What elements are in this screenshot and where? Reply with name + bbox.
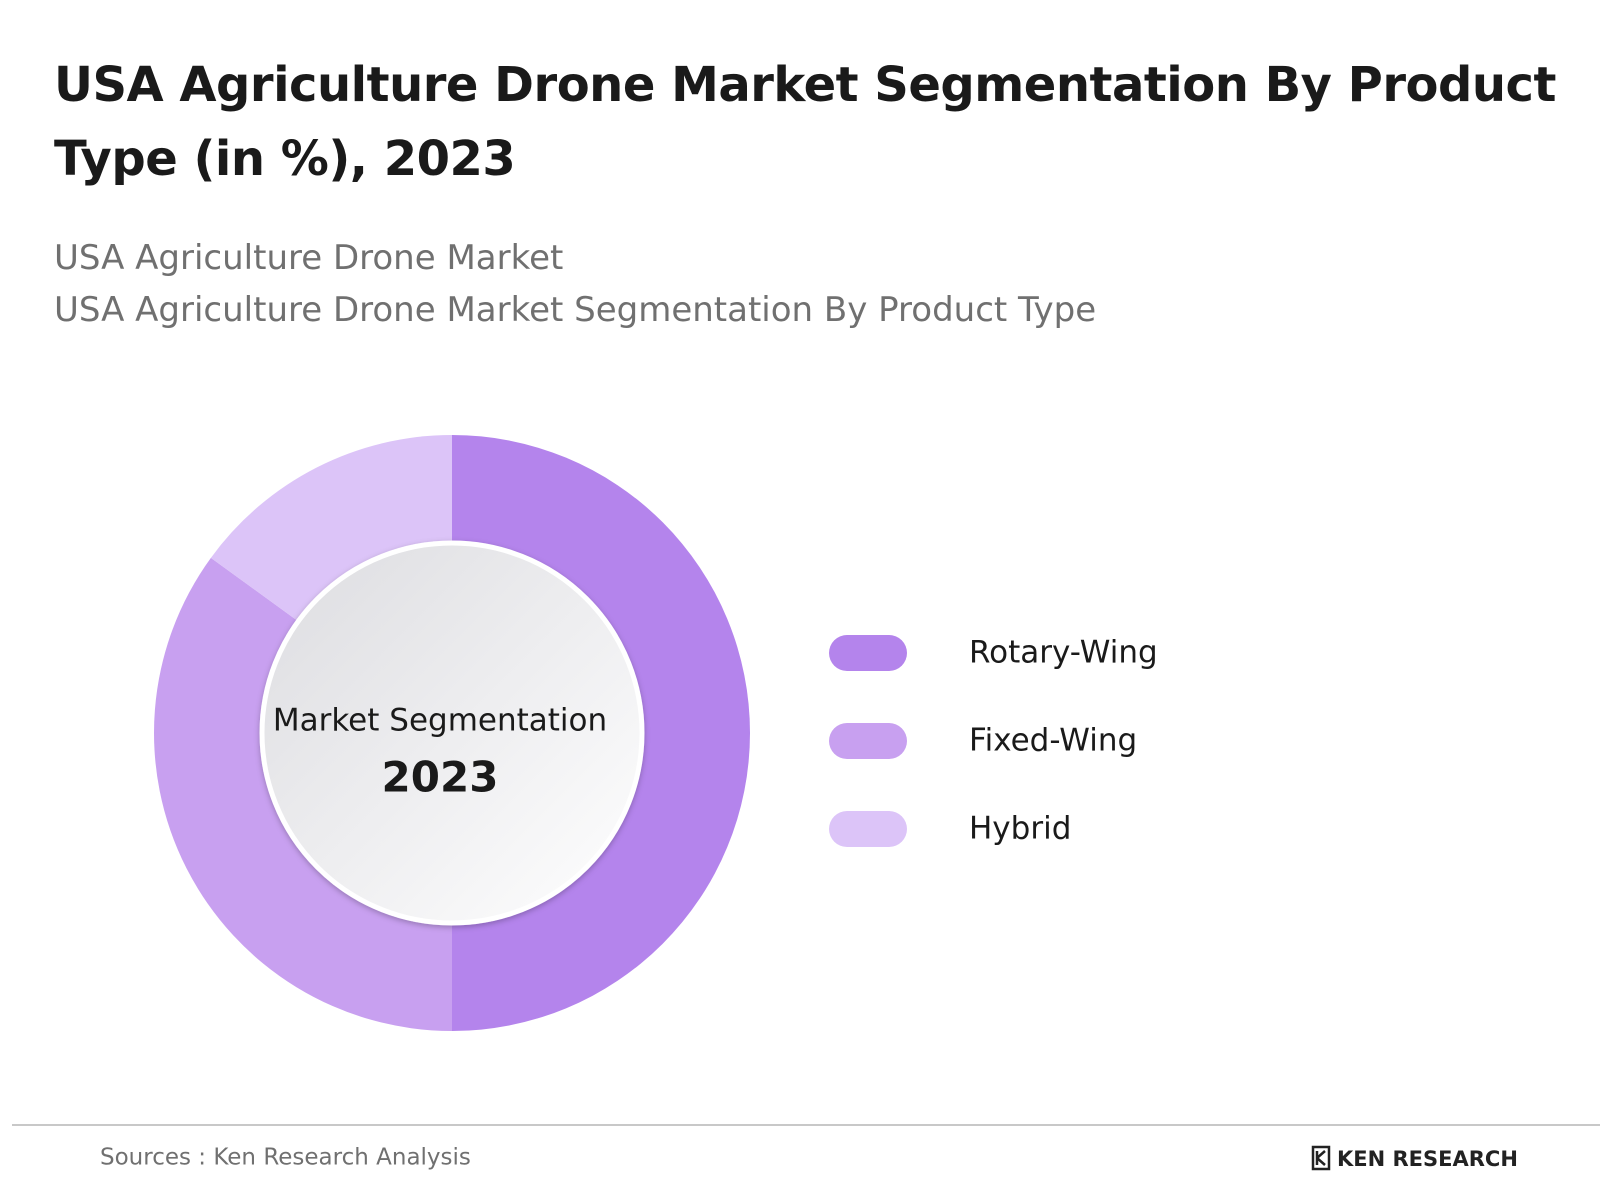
legend-swatch: [829, 723, 907, 759]
logo: KEN RESEARCH: [1311, 1145, 1518, 1171]
legend-label: Fixed-Wing: [969, 723, 1137, 759]
center-disc: [259, 540, 645, 926]
legend-label: Rotary-Wing: [969, 635, 1158, 671]
subtitle: USA Agriculture Drone Market Segmentatio…: [54, 290, 1097, 330]
legend-swatch: [829, 811, 907, 847]
center-label: Market Segmentation: [273, 703, 607, 739]
source: Sources : Ken Research Analysis: [100, 1145, 471, 1171]
legend-label: Hybrid: [969, 811, 1071, 847]
subtitle: USA Agriculture Drone Market: [54, 238, 564, 278]
logo-icon: [1311, 1145, 1331, 1171]
logo-text: KEN RESEARCH: [1337, 1147, 1518, 1171]
legend-swatch: [829, 635, 907, 671]
chart-title: USA Agriculture Drone Market Segmentatio…: [54, 57, 1556, 187]
center-value: 2023: [382, 753, 499, 802]
